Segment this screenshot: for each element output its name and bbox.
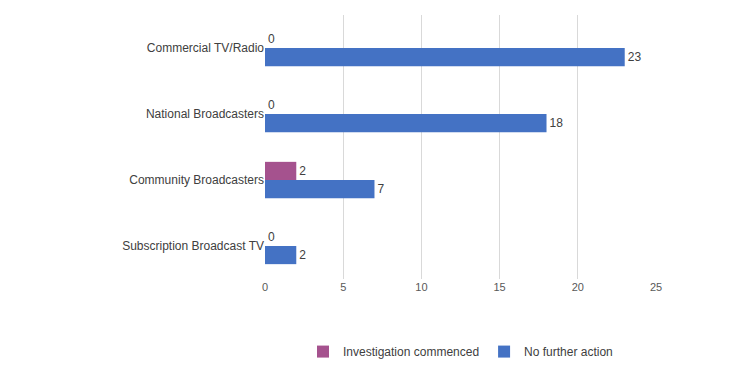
- svg-text:18: 18: [550, 116, 564, 130]
- svg-text:Investigation commenced: Investigation commenced: [343, 345, 479, 359]
- svg-text:0: 0: [268, 230, 275, 244]
- svg-text:0: 0: [268, 98, 275, 112]
- svg-text:Commercial TV/Radio: Commercial TV/Radio: [147, 41, 264, 55]
- svg-text:23: 23: [628, 50, 642, 64]
- svg-text:2: 2: [299, 164, 306, 178]
- svg-text:7: 7: [377, 182, 384, 196]
- svg-text:0: 0: [262, 281, 268, 293]
- svg-text:20: 20: [572, 281, 584, 293]
- svg-text:Community Broadcasters: Community Broadcasters: [129, 173, 264, 187]
- svg-text:5: 5: [340, 281, 346, 293]
- svg-text:2: 2: [299, 248, 306, 262]
- svg-text:National Broadcasters: National Broadcasters: [146, 107, 264, 121]
- svg-text:15: 15: [493, 281, 505, 293]
- svg-text:Subscription Broadcast TV: Subscription Broadcast TV: [122, 239, 264, 253]
- svg-text:25: 25: [650, 281, 662, 293]
- svg-text:10: 10: [415, 281, 427, 293]
- svg-text:0: 0: [268, 32, 275, 46]
- svg-text:No further action: No further action: [524, 345, 613, 359]
